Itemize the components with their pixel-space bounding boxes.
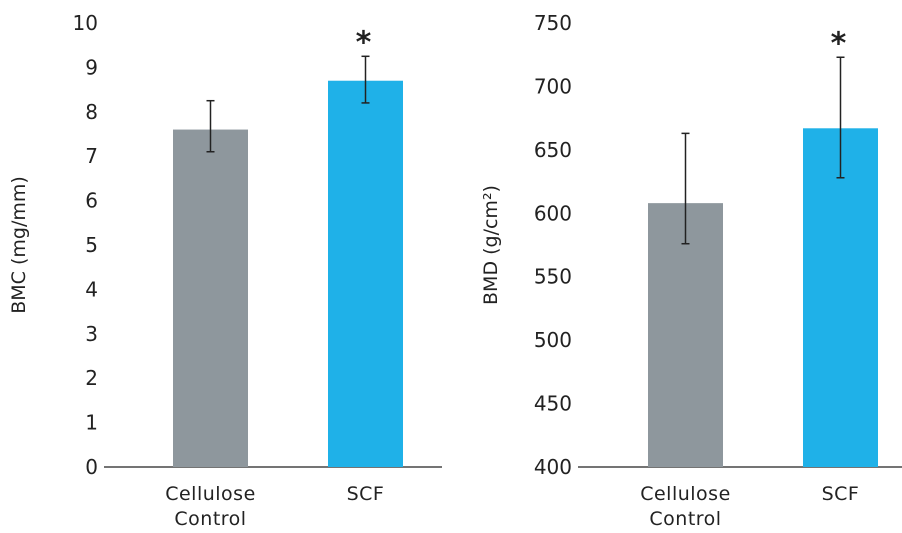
significance-marker: * <box>356 25 372 60</box>
x-category-label: Control <box>649 508 721 530</box>
y-tick-label: 9 <box>85 55 98 79</box>
chart-1: 0 1 2 3 4 5 6 7 8 9 10 BMC (mg/mm) Cellulose Control *… <box>8 11 442 530</box>
y-tick-label: 7 <box>85 144 98 168</box>
y-tick-label: 400 <box>534 455 572 479</box>
x-category-label: Cellulose <box>165 483 256 505</box>
y-tick-label: 3 <box>85 322 98 346</box>
y-tick-label: 2 <box>85 366 98 390</box>
y-axis-title: BMD (g/cm²) <box>480 185 502 305</box>
y-tick-label: 750 <box>534 11 572 35</box>
y-tick-label: 450 <box>534 392 572 416</box>
y-tick-label: 550 <box>534 265 572 289</box>
significance-marker: * <box>831 26 847 61</box>
chart-2: 400 450 500 550 600 650 700 750 BMD (g/cm²) Cellu… <box>480 11 902 530</box>
y-tick-label: 10 <box>73 11 98 35</box>
x-category-label: Control <box>174 508 246 530</box>
x-category-label: SCF <box>822 483 860 505</box>
y-tick-label: 4 <box>85 277 98 301</box>
y-tick-label: 700 <box>534 74 572 98</box>
y-tick-label: 500 <box>534 328 572 352</box>
y-tick-label: 1 <box>85 411 98 435</box>
bar <box>173 129 248 467</box>
bar <box>803 128 878 467</box>
x-category-label: SCF <box>347 483 385 505</box>
y-tick-label: 5 <box>85 233 98 257</box>
y-tick-label: 6 <box>85 189 98 213</box>
y-tick-label: 650 <box>534 138 572 162</box>
y-axis-title: BMC (mg/mm) <box>8 176 30 314</box>
bar <box>648 203 723 467</box>
y-tick-label: 0 <box>85 455 98 479</box>
bar <box>328 80 403 467</box>
x-category-label: Cellulose <box>640 483 731 505</box>
y-tick-label: 600 <box>534 201 572 225</box>
y-tick-label: 8 <box>85 100 98 124</box>
